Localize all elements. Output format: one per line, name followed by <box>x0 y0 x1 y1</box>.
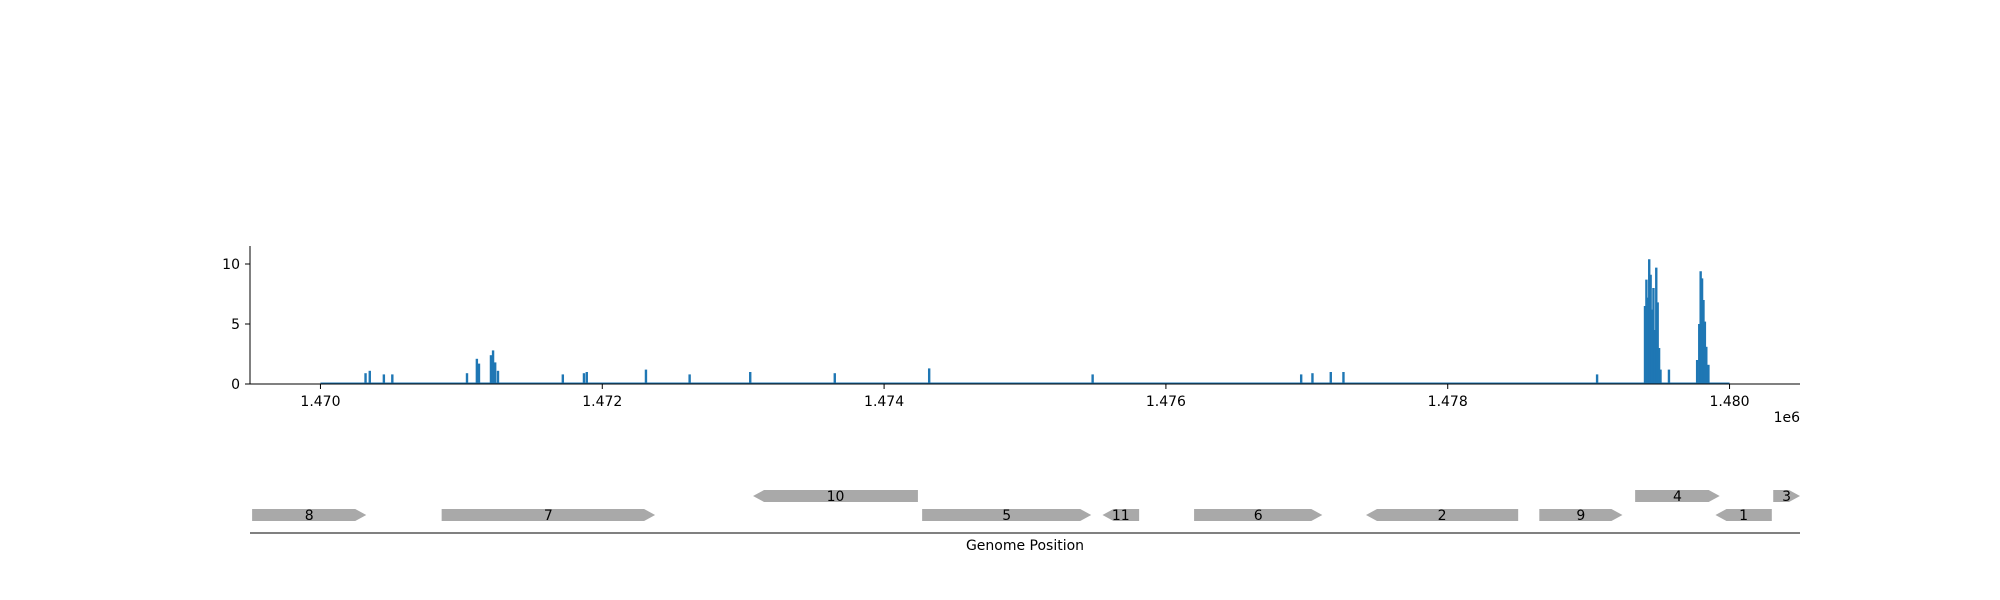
x-tick-label: 1.478 <box>1428 394 1468 410</box>
gene-4: 4 <box>1635 489 1720 505</box>
gene-arrow <box>1773 490 1800 502</box>
x-axis-ticks: 1.470 1.472 1.474 1.476 1.478 1.480 <box>300 384 1750 410</box>
gene-10: 10 <box>753 489 918 505</box>
gene-arrow <box>753 490 918 502</box>
gene-label: 6 <box>1254 508 1263 524</box>
gene-arrow <box>1539 509 1623 521</box>
gene-11: 11 <box>1102 508 1140 524</box>
gene-label: 2 <box>1438 508 1447 524</box>
gene-label: 3 <box>1782 489 1791 505</box>
gene-arrow <box>1194 509 1323 521</box>
coverage-signal <box>320 259 1730 385</box>
gene-label: 4 <box>1673 489 1682 505</box>
coverage-plot: 1.470 1.472 1.474 1.476 1.478 1.480 0 5 10 1e6 <box>222 246 1800 426</box>
gene-track-xlabel: Genome Position <box>966 538 1084 554</box>
gene-5: 5 <box>922 508 1092 524</box>
gene-label: 11 <box>1112 508 1130 524</box>
x-tick-label: 1.476 <box>1146 394 1186 410</box>
gene-6: 6 <box>1194 508 1323 524</box>
gene-label: 1 <box>1739 508 1748 524</box>
gene-arrows: 8 7 10 5 11 6 2 9 4 1 3 <box>252 489 1800 524</box>
gene-arrow <box>1102 509 1140 521</box>
gene-label: 7 <box>544 508 553 524</box>
gene-label: 10 <box>827 489 845 505</box>
gene-track: 8 7 10 5 11 6 2 9 4 1 3 Genome Position <box>250 489 1800 554</box>
gene-label: 8 <box>305 508 314 524</box>
y-axis-ticks: 0 5 10 <box>222 257 250 393</box>
gene-1: 1 <box>1715 508 1772 524</box>
gene-arrow <box>441 509 656 521</box>
y-tick-label: 0 <box>231 377 240 393</box>
gene-9: 9 <box>1539 508 1623 524</box>
gene-arrow <box>922 509 1092 521</box>
gene-8: 8 <box>252 508 367 524</box>
gene-3: 3 <box>1773 489 1800 505</box>
gene-arrow <box>1366 509 1519 521</box>
gene-label: 9 <box>1576 508 1585 524</box>
x-tick-label: 1.472 <box>582 394 622 410</box>
x-tick-label: 1.480 <box>1709 394 1749 410</box>
gene-arrow <box>1715 509 1772 521</box>
x-tick-label: 1.474 <box>864 394 904 410</box>
gene-2: 2 <box>1366 508 1519 524</box>
x-offset-label: 1e6 <box>1774 410 1801 426</box>
x-tick-label: 1.470 <box>300 394 340 410</box>
gene-label: 5 <box>1002 508 1011 524</box>
gene-7: 7 <box>441 508 656 524</box>
gene-arrow <box>1635 490 1720 502</box>
y-tick-label: 10 <box>222 257 240 273</box>
gene-arrow <box>252 509 367 521</box>
y-tick-label: 5 <box>231 317 240 333</box>
